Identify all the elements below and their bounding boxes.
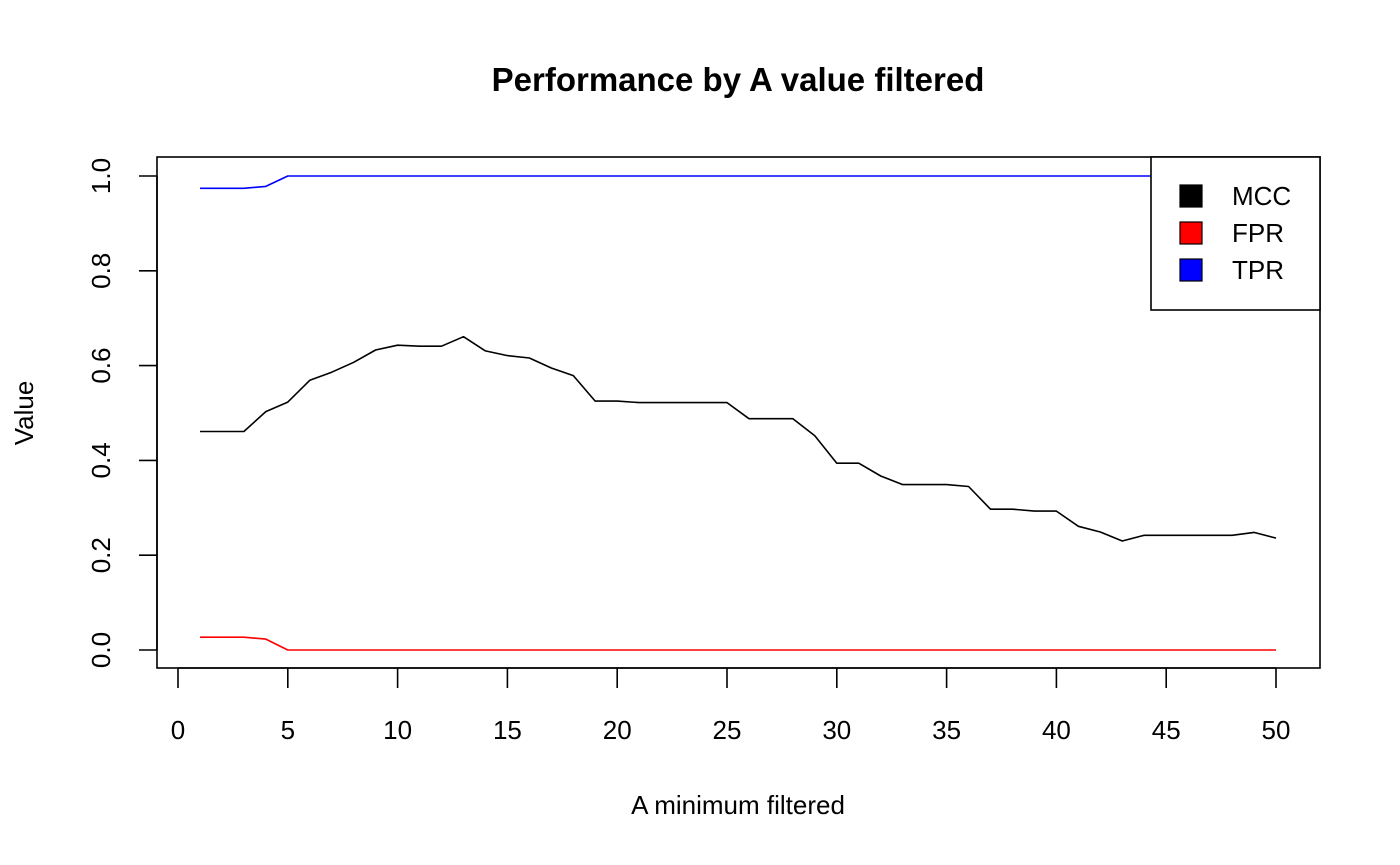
y-tick-label: 0.2 (86, 537, 116, 573)
x-axis-label: A minimum filtered (631, 790, 845, 820)
y-tick-label: 0.0 (86, 632, 116, 668)
x-tick-label: 30 (822, 715, 851, 745)
y-axis-label: Value (9, 381, 39, 446)
x-tick-label: 35 (932, 715, 961, 745)
legend-label-fpr: FPR (1232, 218, 1284, 248)
legend-label-tpr: TPR (1232, 255, 1284, 285)
legend: MCC FPR TPR (1150, 156, 1321, 311)
x-tick-label: 0 (171, 715, 185, 745)
x-tick-label: 20 (603, 715, 632, 745)
x-tick-label: 10 (383, 715, 412, 745)
x-tick-label: 5 (281, 715, 295, 745)
x-tick-label: 45 (1152, 715, 1181, 745)
series-line-fpr (200, 636, 1276, 651)
y-tick-label: 0.4 (86, 442, 116, 478)
y-tick-label: 0.8 (86, 253, 116, 289)
series-layer (200, 175, 1277, 651)
y-tick-label: 1.0 (86, 158, 116, 194)
y-tick-label: 0.6 (86, 348, 116, 384)
chart-title: Performance by A value filtered (492, 61, 985, 98)
legend-label-mcc: MCC (1232, 181, 1291, 211)
x-tick-label: 25 (713, 715, 742, 745)
x-tick-label: 15 (493, 715, 522, 745)
y-axis: 0.0 0.2 0.4 0.6 0.8 1.0 (86, 158, 158, 668)
series-line-mcc (200, 335, 1277, 542)
plot-frame (156, 156, 1321, 669)
series-line-tpr (200, 175, 1276, 190)
legend-box (1150, 156, 1321, 311)
x-axis: 0 5 10 15 20 25 30 35 40 45 50 (171, 667, 1291, 745)
legend-swatch-fpr (1179, 221, 1203, 245)
legend-swatch-mcc (1179, 184, 1203, 208)
x-tick-label: 50 (1262, 715, 1291, 745)
legend-swatch-tpr (1179, 258, 1203, 282)
x-tick-label: 40 (1042, 715, 1071, 745)
